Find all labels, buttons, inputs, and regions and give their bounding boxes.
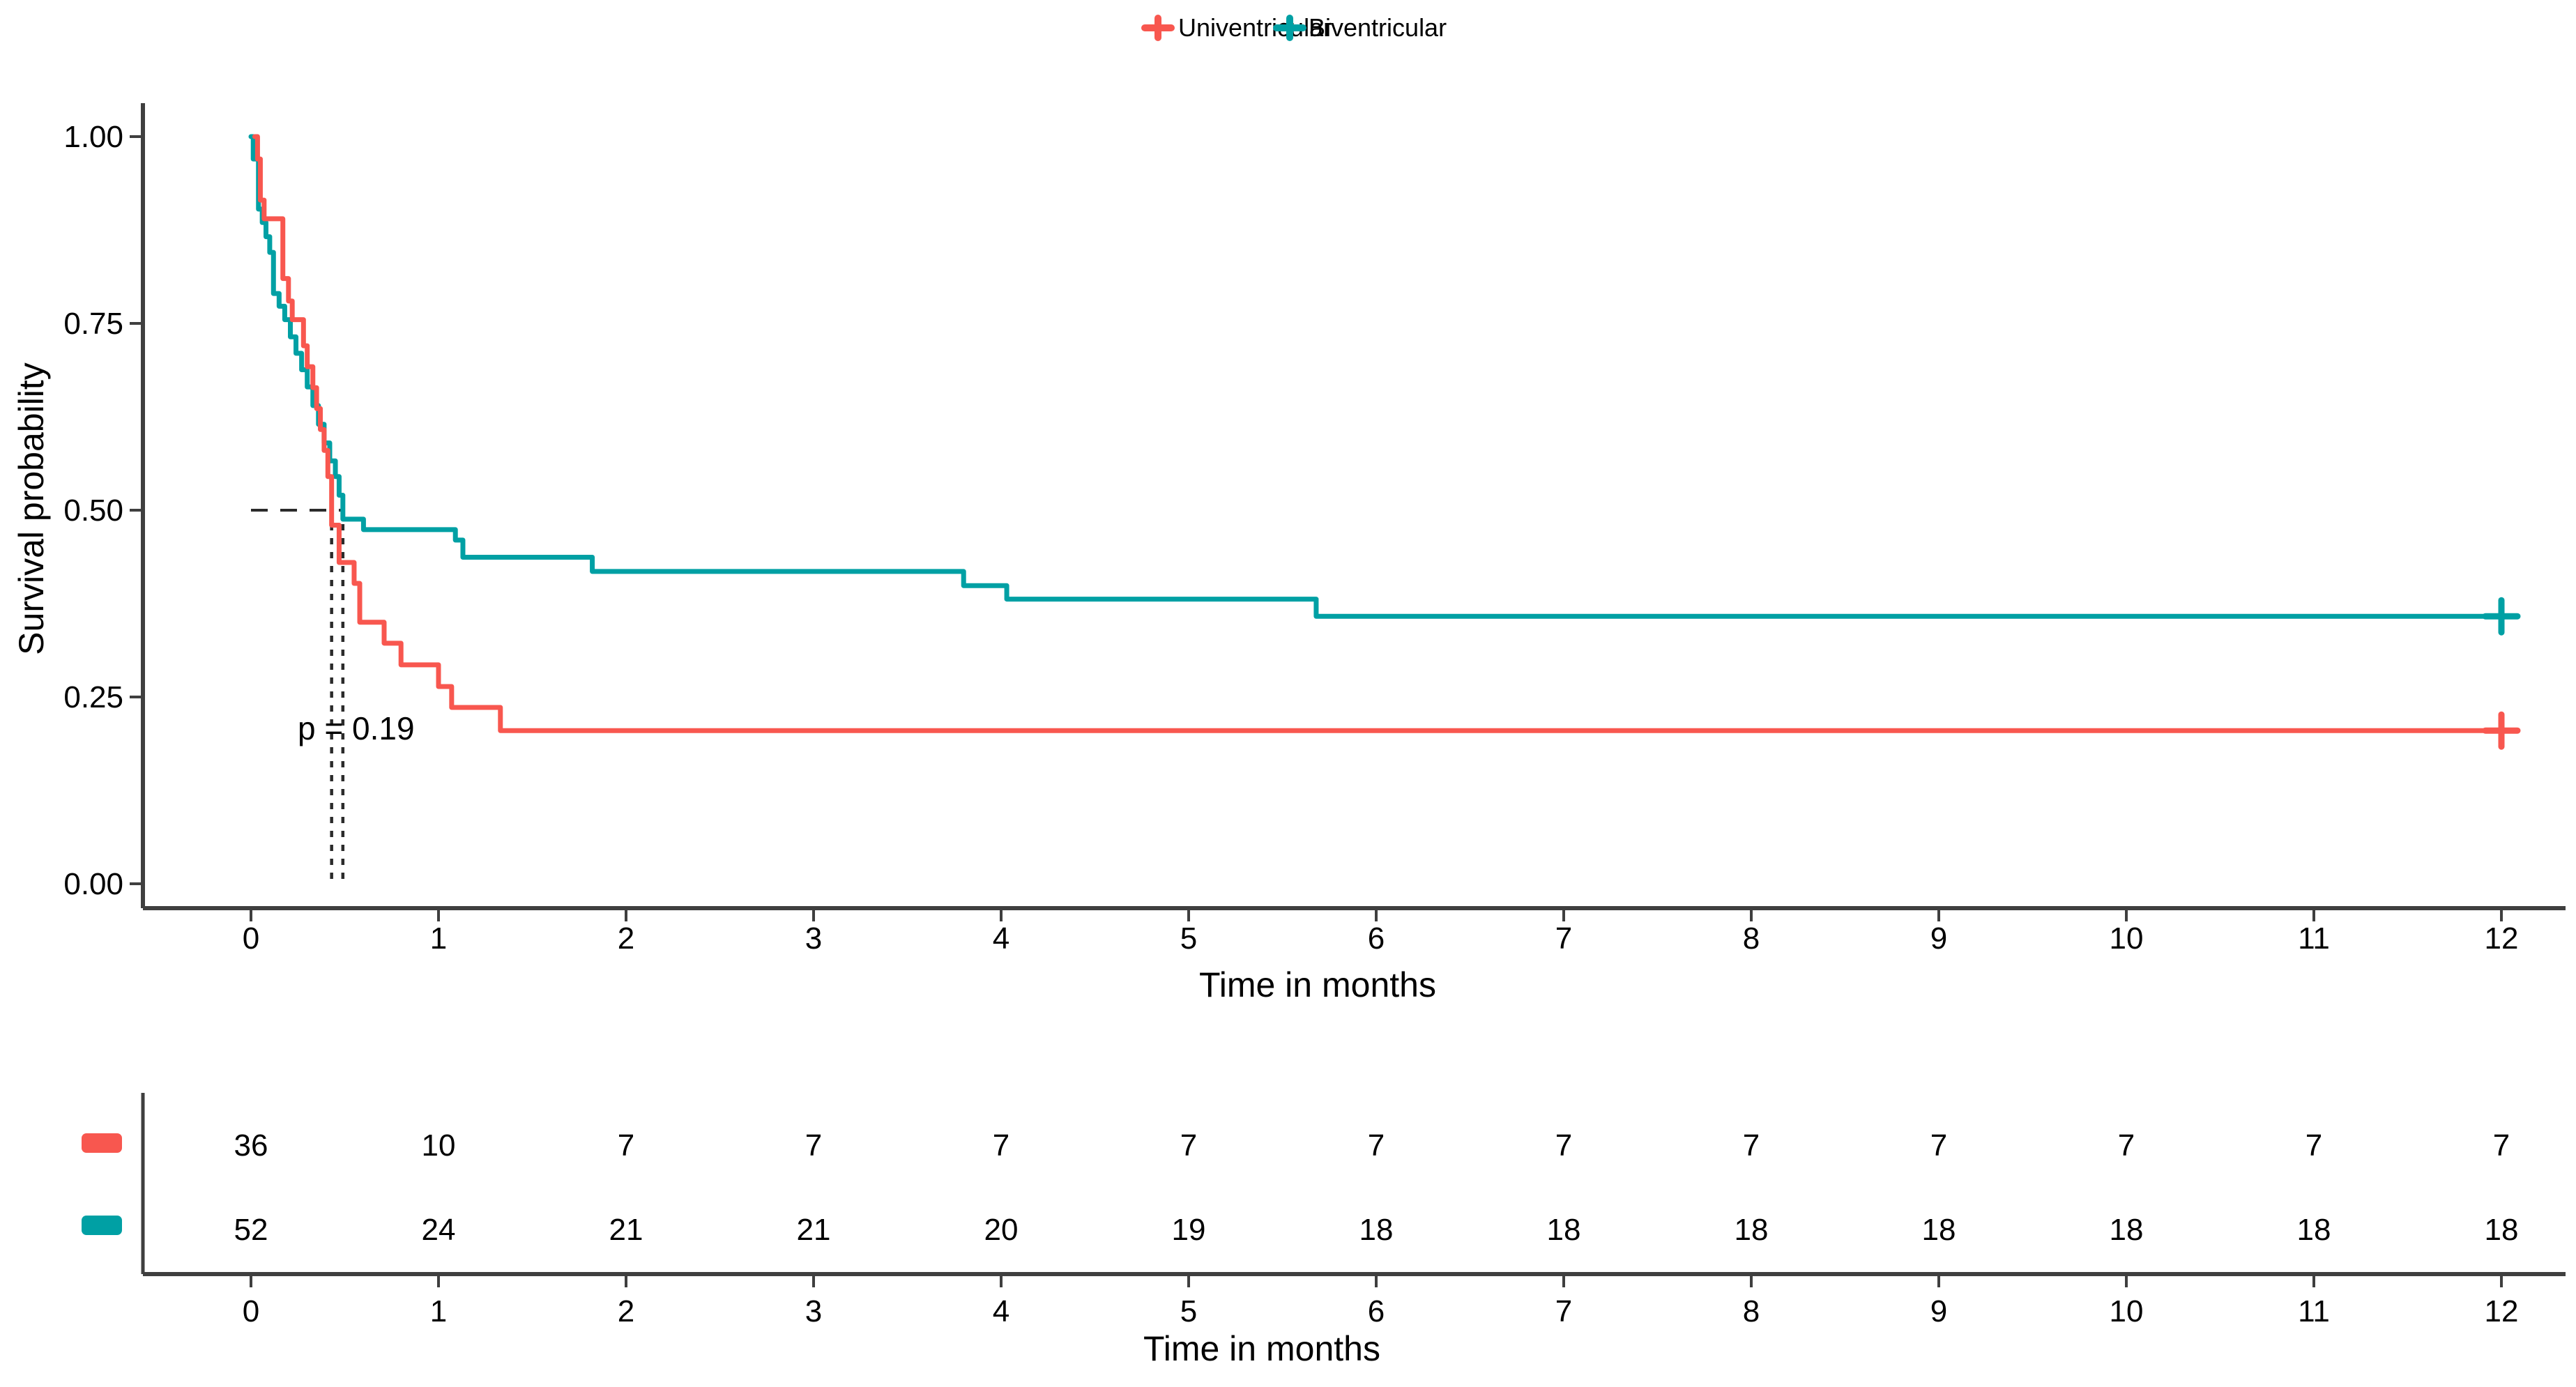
risk-table-tick-label: 1: [430, 1294, 447, 1328]
risk-count: 7: [618, 1128, 634, 1163]
risk-count: 52: [234, 1213, 268, 1247]
y-axis-tick-label: 0.75: [63, 307, 123, 341]
risk-table-tick-label: 7: [1555, 1294, 1572, 1328]
risk-count: 18: [1735, 1213, 1769, 1247]
risk-row-swatch-univentricular: [82, 1133, 122, 1153]
risk-table-tick-label: 6: [1368, 1294, 1385, 1328]
risk-table-tick-label: 2: [618, 1294, 634, 1328]
risk-table-tick-label: 8: [1743, 1294, 1760, 1328]
y-axis-title: Survival probability: [12, 362, 51, 655]
y-axis-tick-label: 0.50: [63, 493, 123, 528]
risk-count: 7: [1930, 1128, 1947, 1163]
y-axis-tick-label: 0.00: [63, 867, 123, 901]
x-axis-tick-label: 1: [430, 921, 447, 956]
risk-table-tick-label: 9: [1930, 1294, 1947, 1328]
risk-count: 7: [1180, 1128, 1197, 1163]
risk-count: 18: [1359, 1213, 1394, 1247]
risk-count: 36: [234, 1128, 268, 1163]
risk-count: 19: [1172, 1213, 1206, 1247]
risk-table-tick-label: 12: [2485, 1294, 2519, 1328]
risk-count: 18: [2485, 1213, 2519, 1247]
risk-count: 18: [1547, 1213, 1581, 1247]
risk-table-x-axis-title: Time in months: [1143, 1329, 1380, 1368]
risk-count: 7: [1555, 1128, 1572, 1163]
x-axis-title: Time in months: [1199, 965, 1436, 1004]
risk-count: 7: [993, 1128, 1009, 1163]
y-axis-tick-label: 1.00: [63, 120, 123, 154]
risk-table-tick-label: 10: [2110, 1294, 2144, 1328]
y-axis-tick-label: 0.25: [63, 680, 123, 714]
risk-count: 7: [2493, 1128, 2510, 1163]
risk-count: 7: [2306, 1128, 2322, 1163]
x-axis-tick-label: 4: [993, 921, 1009, 956]
x-axis-tick-label: 8: [1743, 921, 1760, 956]
risk-count: 7: [805, 1128, 822, 1163]
risk-count: 7: [2118, 1128, 2135, 1163]
p-value-annotation: p = 0.19: [298, 710, 415, 746]
risk-count: 10: [422, 1128, 456, 1163]
risk-table-tick-label: 3: [805, 1294, 822, 1328]
survival-curve-biventricular: [248, 134, 2504, 619]
risk-table-tick-label: 4: [993, 1294, 1009, 1328]
risk-count: 18: [1922, 1213, 1956, 1247]
x-axis-tick-label: 5: [1180, 921, 1197, 956]
risk-row-swatch-biventricular: [82, 1216, 122, 1235]
x-axis-tick-label: 6: [1368, 921, 1385, 956]
x-axis-tick-label: 7: [1555, 921, 1572, 956]
risk-count: 21: [797, 1213, 831, 1247]
x-axis-tick-label: 3: [805, 921, 822, 956]
x-axis-tick-label: 2: [618, 921, 634, 956]
risk-count: 18: [2297, 1213, 2331, 1247]
x-axis-tick-label: 0: [243, 921, 259, 956]
risk-table-tick-label: 5: [1180, 1294, 1197, 1328]
x-axis-tick-label: 12: [2485, 921, 2519, 956]
risk-count: 7: [1743, 1128, 1760, 1163]
x-axis-tick-label: 11: [2298, 921, 2330, 956]
x-axis-tick-label: 9: [1930, 921, 1947, 956]
risk-table-tick-label: 0: [243, 1294, 259, 1328]
legend-label-biventricular: Biventricular: [1309, 13, 1447, 42]
risk-count: 7: [1368, 1128, 1385, 1163]
risk-count: 18: [2110, 1213, 2144, 1247]
risk-count: 24: [422, 1213, 456, 1247]
risk-count: 20: [984, 1213, 1019, 1247]
x-axis-tick-label: 10: [2110, 921, 2144, 956]
survival-curve-univentricular: [252, 134, 2504, 733]
risk-table-tick-label: 11: [2298, 1294, 2330, 1328]
risk-count: 21: [609, 1213, 643, 1247]
